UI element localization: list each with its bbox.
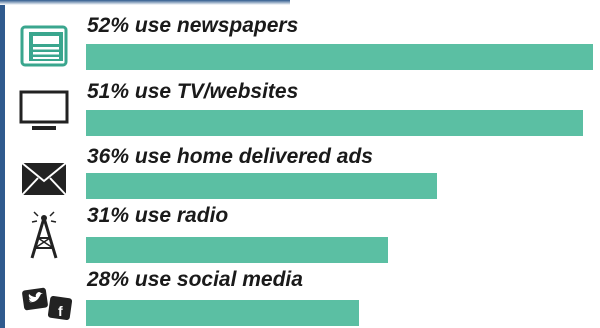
bar-tv-websites — [86, 110, 583, 136]
frame-top-border — [0, 0, 290, 5]
frame-left-border — [0, 0, 5, 328]
social-media-icon: f — [20, 279, 76, 327]
newspaper-icon — [18, 22, 70, 70]
bar-social-media — [86, 300, 359, 326]
bar-newspapers — [86, 44, 593, 70]
bar-home-delivered-ads — [86, 173, 437, 199]
bar-label-social-media: 28% use social media — [87, 268, 303, 291]
radio-tower-icon — [18, 211, 70, 259]
tv-icon — [18, 87, 70, 135]
bar-label-home-delivered-ads: 36% use home delivered ads — [87, 145, 373, 168]
chart-row-home-delivered-ads: 36% use home delivered ads — [0, 141, 600, 201]
envelope-icon — [18, 155, 70, 203]
bar-label-radio: 31% use radio — [87, 204, 229, 227]
chart-row-tv-websites: 51% use TV/websites — [0, 75, 600, 136]
bar-label-tv-websites: 51% use TV/websites — [87, 80, 299, 103]
chart-row-radio: 31% use radio — [0, 199, 600, 263]
chart-row-newspapers: 52% use newspapers — [0, 8, 600, 70]
bar-radio — [86, 237, 388, 263]
chart-row-social-media: f 28% use social media — [0, 265, 600, 327]
svg-text:f: f — [58, 303, 63, 319]
bar-label-newspapers: 52% use newspapers — [87, 14, 299, 37]
